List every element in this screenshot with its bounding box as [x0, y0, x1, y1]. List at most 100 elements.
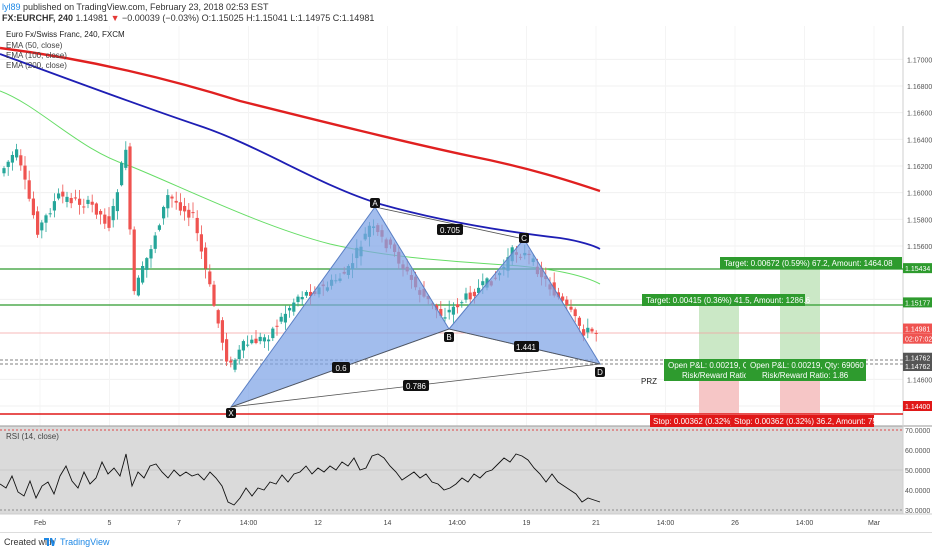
price-change: −0.00039 (−0.03%) [122, 13, 200, 23]
price-badge-label: 02:07:02 [905, 337, 932, 344]
position-1-stop-label[interactable]: Stop: 0.00362 (0.32%) ... [650, 415, 742, 427]
prz-label: PRZ [641, 377, 657, 386]
time-tick-label: 14:00 [448, 520, 466, 527]
candle [204, 242, 208, 279]
position-2-stop-text: Stop: 0.00362 (0.32%) 36.2, Amount: 750 [734, 417, 882, 426]
candle [132, 226, 136, 295]
time-tick-label: 14 [384, 520, 392, 527]
candle [107, 207, 111, 232]
candle [145, 257, 149, 278]
candle [292, 298, 296, 316]
time-tick-label: 26 [731, 520, 739, 527]
candle [27, 170, 31, 202]
position-1-rr-text: Risk/Reward Ratio: 1. [682, 371, 759, 380]
change-down-icon: ▼ [110, 13, 120, 23]
position-1-stop-text: Stop: 0.00362 (0.32%) ... [653, 417, 742, 426]
candle [40, 220, 44, 239]
price-badge: 1.14981 [903, 323, 932, 334]
candle [170, 194, 174, 208]
candle [82, 198, 86, 214]
candle [250, 335, 254, 345]
candle [15, 143, 19, 161]
candle [199, 225, 203, 259]
rsi-line [0, 453, 601, 506]
candle [48, 208, 52, 218]
candle [36, 206, 40, 238]
price-chart[interactable]: X A B C D 0.705 0.6 1.441 0.786 PRZ Targ… [0, 26, 932, 532]
candle [86, 195, 90, 209]
ratio-bd-label: 1.441 [516, 343, 537, 352]
candle [103, 208, 107, 229]
price-tick-label: 1.15600 [907, 244, 932, 251]
candle [65, 191, 69, 208]
candle [275, 319, 279, 336]
candle [115, 189, 119, 220]
time-tick-label: 21 [592, 520, 600, 527]
position-2-profit-zone [780, 269, 820, 362]
position-2-pnl-label[interactable]: Open P&L: 0.00219, Qty: 69060 Risk/Rewar… [746, 359, 866, 381]
price-badge: 1.14400 [903, 401, 932, 411]
candle [19, 149, 23, 171]
published-text: published on TradingView.com, February 2… [23, 2, 269, 12]
candle [241, 339, 245, 359]
candle [288, 305, 292, 318]
rsi-tick-label: 50.0000 [905, 468, 930, 475]
chart-header: lyl89 published on TradingView.com, Febr… [0, 0, 932, 26]
price-tick-label: 1.16200 [907, 164, 932, 171]
time-tick-label: 7 [177, 520, 181, 527]
price-badge-label: 1.14981 [905, 327, 930, 334]
candle [237, 345, 241, 365]
candle [162, 205, 166, 225]
price-badge-label: 1.15434 [905, 266, 930, 273]
price-tick-label: 1.14600 [907, 377, 932, 384]
position-2-target-text: Target: 0.00672 (0.59%) 67.2, Amount: 14… [724, 259, 893, 268]
price-badge-label: 1.15177 [905, 300, 930, 307]
ratio-ac-label: 0.705 [440, 226, 461, 235]
candle [149, 245, 153, 268]
legend-title: Euro Fx/Swiss Franc, 240, FXCM [6, 30, 125, 39]
candle [90, 194, 94, 213]
candle [477, 279, 481, 295]
candle [2, 166, 6, 177]
position-1-profit-zone [699, 305, 739, 362]
ratio-xb: 0.6 [332, 362, 350, 373]
candle [262, 334, 266, 349]
candle [187, 203, 191, 227]
pattern-point-d: D [595, 367, 605, 377]
candle [10, 151, 14, 171]
candle [246, 335, 250, 348]
price-badge-label: 1.14400 [905, 404, 930, 411]
pattern-point-b: B [444, 332, 454, 342]
position-1-target-label[interactable]: Target: 0.00415 (0.36%) 41.5, Amount: 12… [642, 294, 811, 306]
candle [6, 160, 10, 176]
candle [283, 305, 287, 330]
author-link[interactable]: lyl89 [2, 2, 21, 12]
position-1-pnl-label[interactable]: Open P&L: 0.00219, Qty: ... Risk/Reward … [664, 359, 766, 381]
candle [569, 299, 573, 313]
candle [195, 210, 199, 242]
candle [468, 285, 472, 303]
position-2-stop-label[interactable]: Stop: 0.00362 (0.32%) 36.2, Amount: 750 [731, 415, 882, 427]
ohlc-close: C:1.14981 [332, 13, 375, 23]
tradingview-logo-icon [44, 538, 56, 546]
point-b-label: B [446, 333, 451, 342]
candle [216, 308, 220, 328]
candle [296, 294, 300, 307]
candle [258, 332, 262, 345]
rsi-tick-label: 70.0000 [905, 428, 930, 435]
candle [31, 191, 35, 219]
candle [157, 223, 161, 232]
candle [456, 298, 460, 314]
candle [267, 335, 271, 351]
candle [69, 192, 73, 209]
candle [23, 156, 27, 190]
brand-link[interactable]: TradingView [60, 537, 110, 547]
candle [304, 290, 308, 298]
pattern-ac-line [374, 206, 525, 240]
time-tick-label: 12 [314, 520, 322, 527]
price-tick-label: 1.16600 [907, 111, 932, 118]
position-2-target-label[interactable]: Target: 0.00672 (0.59%) 67.2, Amount: 14… [720, 257, 902, 269]
position-2-rr-text: Risk/Reward Ratio: 1.86 [762, 371, 849, 380]
price-tick-label: 1.16800 [907, 84, 932, 91]
